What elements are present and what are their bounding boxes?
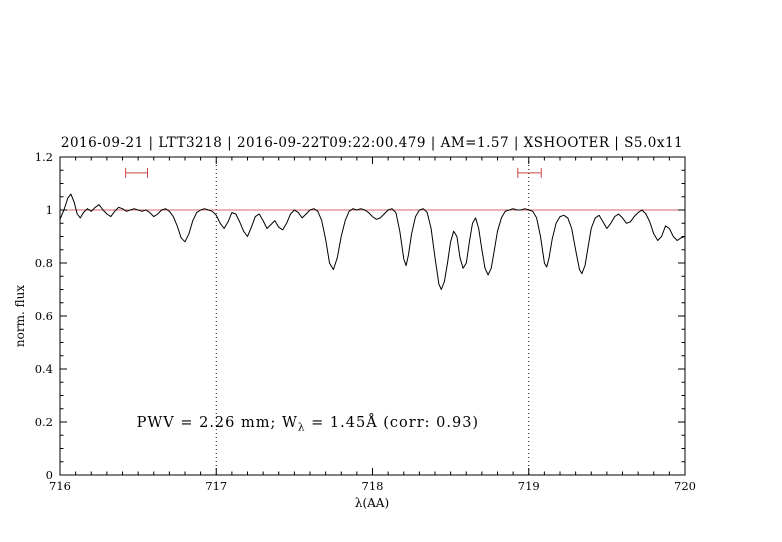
y-tick-label: 0 <box>46 468 53 482</box>
x-tick-label: 719 <box>518 479 540 493</box>
x-tick-label: 718 <box>362 479 384 493</box>
x-tick-label: 716 <box>49 479 71 493</box>
axes-layer: 716 717 718 719 720 0 0.2 0.4 0.6 0.8 1 1.2 <box>35 150 696 493</box>
y-axis-label: norm. flux <box>13 285 27 347</box>
spectrum-line <box>59 193 686 290</box>
y-tick-label: 0.6 <box>35 309 53 323</box>
x-tick-label: 717 <box>205 479 227 493</box>
x-tick-label: 720 <box>674 479 696 493</box>
pwv-annotation-prefix: PWV = 2.26 mm; W <box>137 415 298 431</box>
pwv-annotation: PWV = 2.26 mm; Wλ = 1.45Å (corr: 0.93) <box>137 413 480 434</box>
y-tick-label: 1.2 <box>35 150 53 164</box>
y-tick-label: 0.2 <box>35 415 53 429</box>
plot-content-layer <box>59 167 686 290</box>
y-tick-label: 0.4 <box>35 362 53 376</box>
pwv-annotation-suffix: = 1.45Å (corr: 0.93) <box>306 413 480 431</box>
plot-title: 2016-09-21 | LTT3218 | 2016-09-22T09:22:… <box>61 135 683 151</box>
y-tick-label: 0.8 <box>35 256 53 270</box>
x-axis-label: λ(AA) <box>355 496 389 510</box>
y-tick-label: 1 <box>46 203 53 217</box>
pwv-annotation-sub: λ <box>298 422 306 434</box>
